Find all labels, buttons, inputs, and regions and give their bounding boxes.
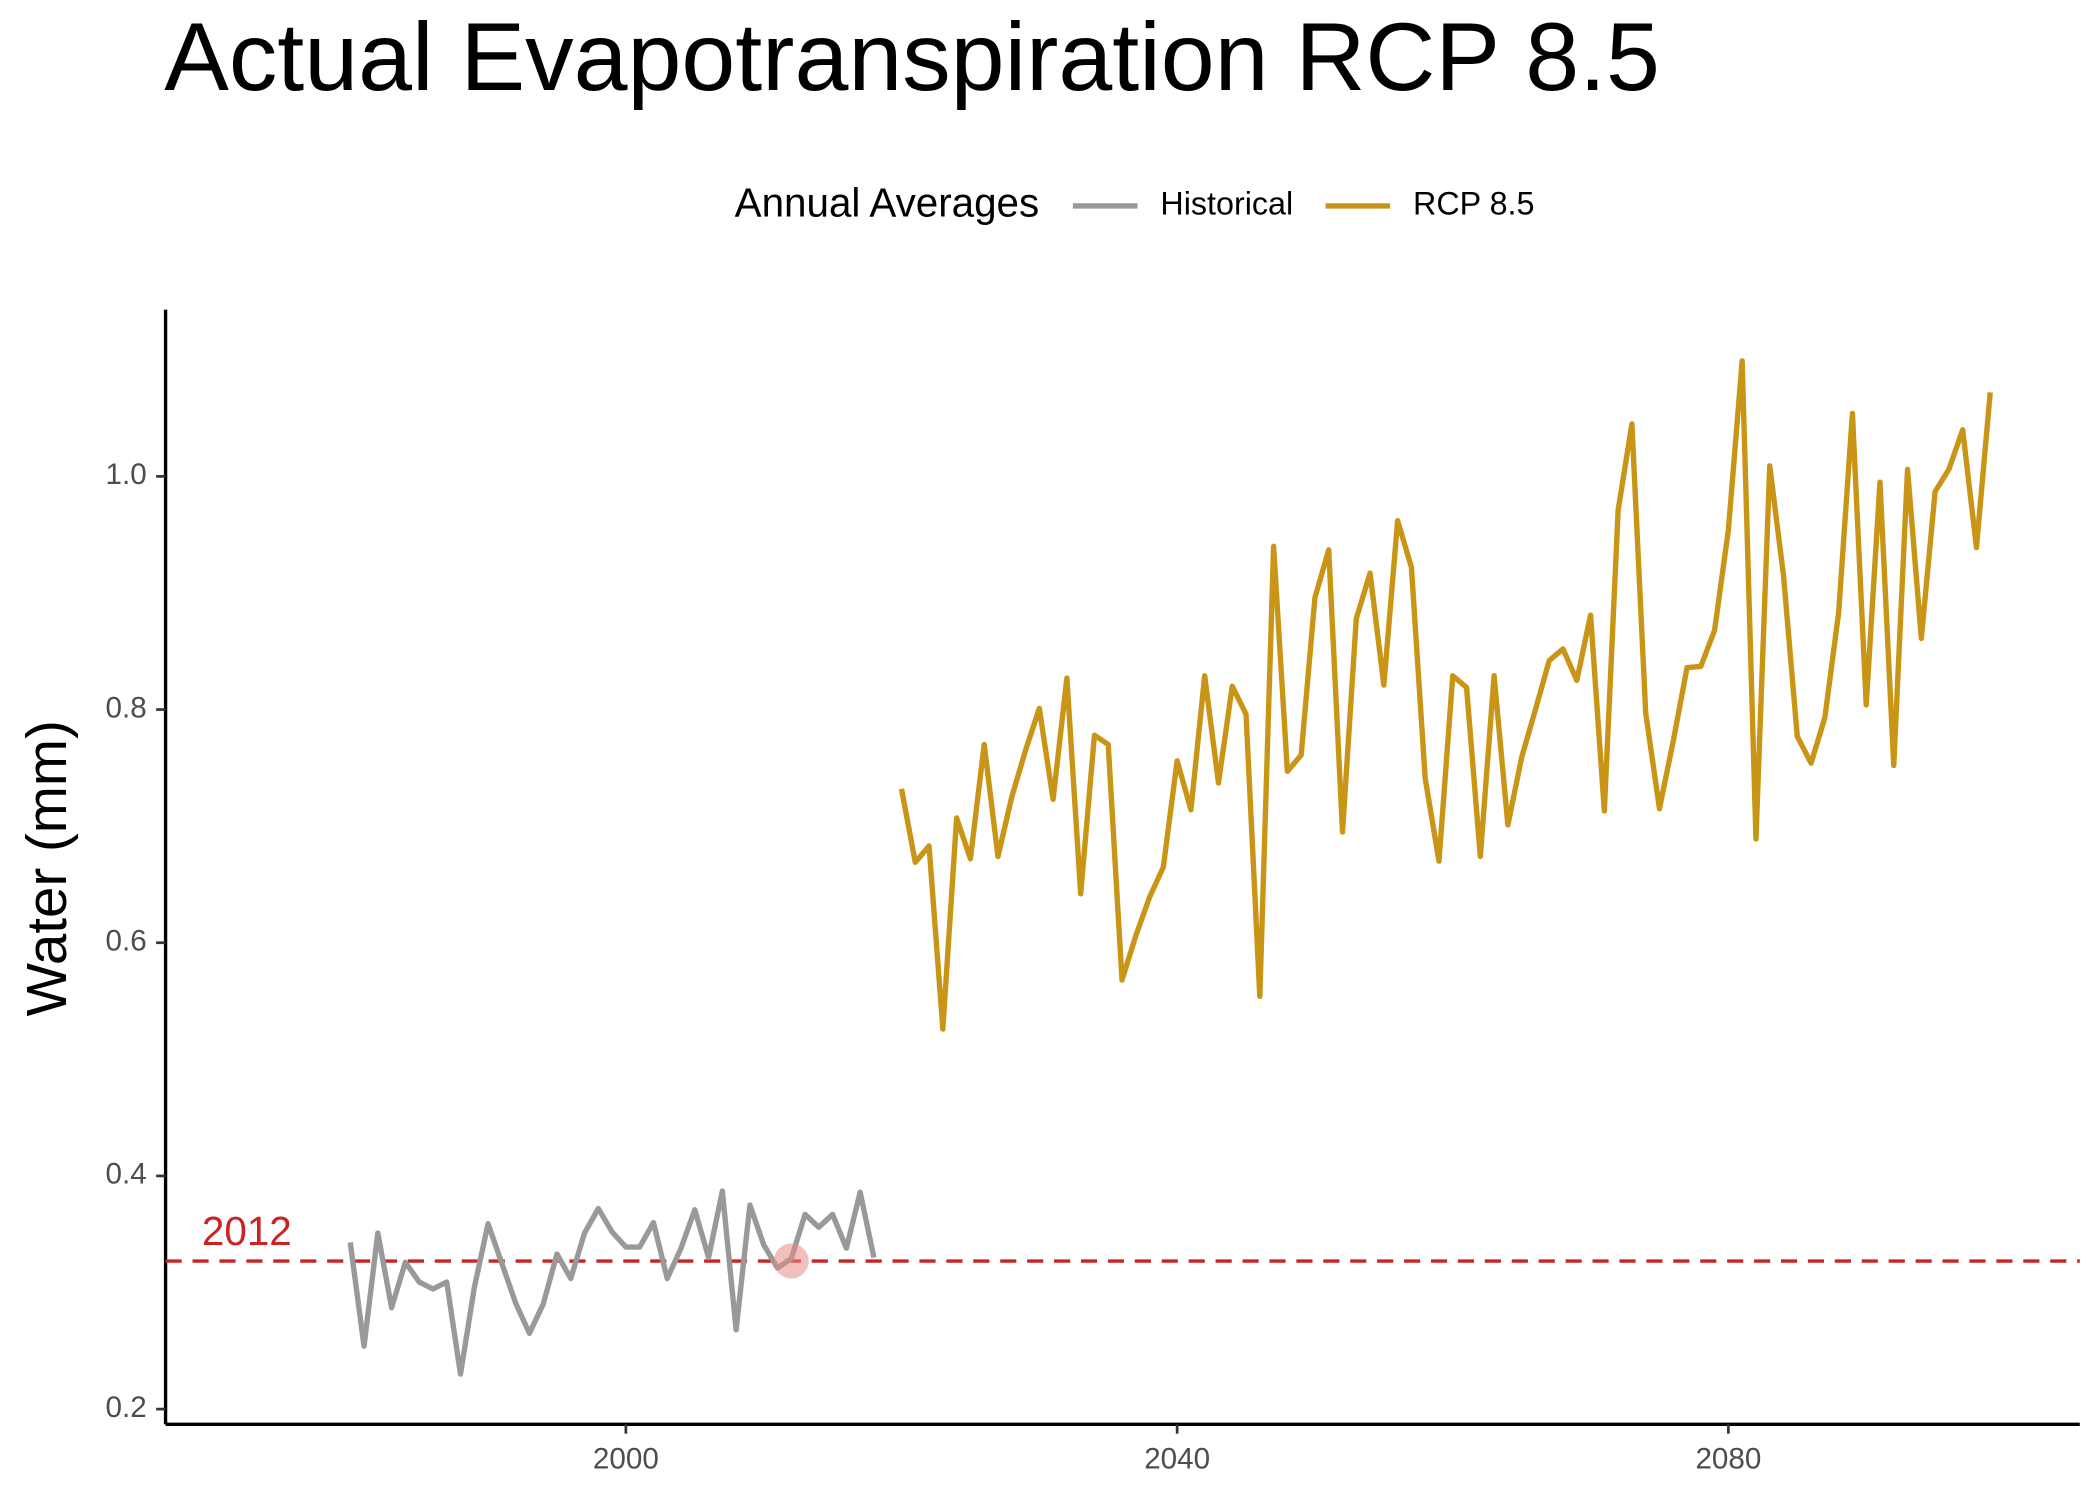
y-axis-title: Water (mm) <box>15 720 78 1016</box>
legend-title: Annual Averages <box>735 180 1040 226</box>
legend-label: Historical <box>1160 186 1293 222</box>
x-tick-label: 2040 <box>1144 1442 1210 1475</box>
y-tick-label: 0.2 <box>106 1391 147 1424</box>
highlight-point <box>773 1243 809 1279</box>
x-tick-label: 2000 <box>593 1442 659 1475</box>
series-line <box>898 358 1993 1032</box>
y-tick-label: 1.0 <box>106 458 147 491</box>
chart-title: Actual Evapotranspiration RCP 8.5 <box>164 2 1660 111</box>
y-tick-label: 0.4 <box>106 1158 147 1191</box>
y-tick-label: 0.8 <box>106 691 147 724</box>
legend-label: RCP 8.5 <box>1413 186 1534 222</box>
reference-label: 2012 <box>202 1208 292 1254</box>
x-tick-label: 2080 <box>1695 1442 1761 1475</box>
series-line <box>347 1188 877 1377</box>
y-tick-label: 0.6 <box>106 925 147 958</box>
